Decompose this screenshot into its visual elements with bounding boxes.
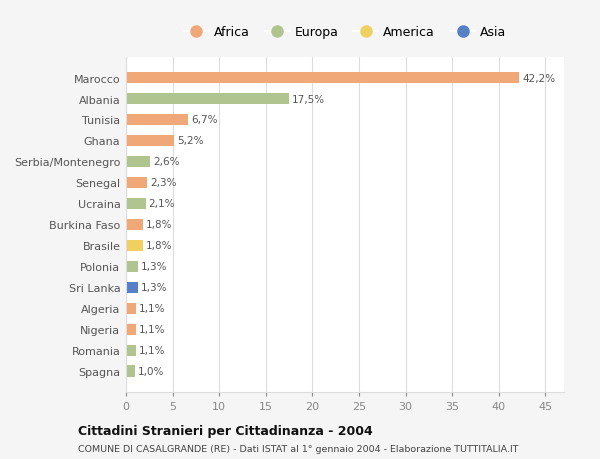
Text: 1,1%: 1,1% bbox=[139, 346, 166, 356]
Text: 1,8%: 1,8% bbox=[146, 220, 172, 230]
Text: 1,0%: 1,0% bbox=[138, 366, 164, 376]
Bar bbox=[126, 366, 136, 377]
Bar bbox=[126, 135, 175, 147]
Bar bbox=[126, 324, 136, 336]
Bar bbox=[126, 94, 289, 105]
Text: 2,3%: 2,3% bbox=[150, 178, 177, 188]
Text: COMUNE DI CASALGRANDE (RE) - Dati ISTAT al 1° gennaio 2004 - Elaborazione TUTTIT: COMUNE DI CASALGRANDE (RE) - Dati ISTAT … bbox=[78, 444, 518, 453]
Bar bbox=[126, 177, 148, 189]
Text: 1,3%: 1,3% bbox=[141, 283, 167, 293]
Text: 1,3%: 1,3% bbox=[141, 262, 167, 272]
Bar bbox=[126, 261, 138, 273]
Text: 1,8%: 1,8% bbox=[146, 241, 172, 251]
Text: 2,6%: 2,6% bbox=[153, 157, 179, 167]
Bar bbox=[126, 114, 188, 126]
Bar bbox=[126, 240, 143, 252]
Bar bbox=[126, 303, 136, 314]
Bar bbox=[126, 73, 519, 84]
Text: 6,7%: 6,7% bbox=[191, 115, 218, 125]
Bar bbox=[126, 198, 146, 210]
Text: 42,2%: 42,2% bbox=[522, 73, 555, 84]
Bar bbox=[126, 219, 143, 231]
Bar bbox=[126, 282, 138, 293]
Bar bbox=[126, 157, 150, 168]
Bar bbox=[126, 345, 136, 356]
Text: 2,1%: 2,1% bbox=[148, 199, 175, 209]
Text: Cittadini Stranieri per Cittadinanza - 2004: Cittadini Stranieri per Cittadinanza - 2… bbox=[78, 424, 373, 437]
Text: 5,2%: 5,2% bbox=[177, 136, 204, 146]
Text: 1,1%: 1,1% bbox=[139, 325, 166, 335]
Text: 17,5%: 17,5% bbox=[292, 94, 325, 104]
Text: 1,1%: 1,1% bbox=[139, 304, 166, 313]
Legend: Africa, Europa, America, Asia: Africa, Europa, America, Asia bbox=[181, 23, 509, 41]
